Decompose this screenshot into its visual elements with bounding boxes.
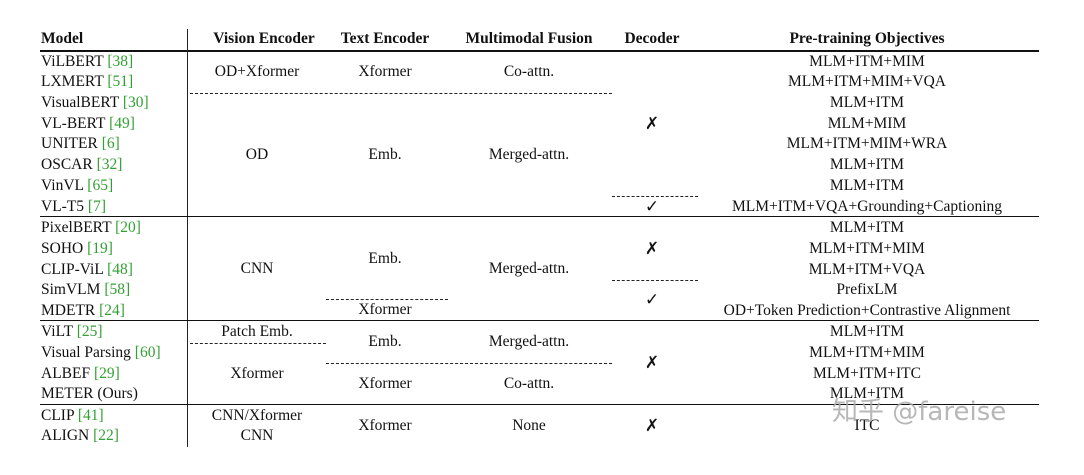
cross-mark-icon: ✗ xyxy=(644,416,660,436)
objective-cell: MLM+ITM xyxy=(829,219,905,236)
model-row: METER (Ours) xyxy=(41,385,138,402)
text-encoder-cell: Xformer xyxy=(358,301,412,318)
model-row: SimVLM [58] xyxy=(41,281,131,298)
objective-cell: PrefixLM xyxy=(836,281,898,298)
model-row: CLIP-ViL [48] xyxy=(41,261,133,278)
vision-encoder-cell: OD+Xformer xyxy=(214,63,300,80)
model-column-divider xyxy=(187,29,188,447)
objective-cell: MLM+ITM xyxy=(829,323,905,340)
cross-mark-icon: ✗ xyxy=(644,353,660,373)
cross-mark-icon: ✗ xyxy=(644,114,660,134)
header-model: Model xyxy=(41,30,84,47)
check-mark-icon: ✓ xyxy=(644,197,660,217)
header-text-encoder: Text Encoder xyxy=(340,30,430,47)
objective-cell: MLM+ITM xyxy=(829,177,905,194)
group-rule-3 xyxy=(40,404,1039,405)
objective-cell: MLM+ITM+MIM+WRA xyxy=(786,135,948,152)
model-row: ALIGN [22] xyxy=(41,427,119,444)
objective-cell: MLM+ITM+VQA xyxy=(808,261,926,278)
header-multimodal-fusion: Multimodal Fusion xyxy=(465,30,593,47)
model-row: SOHO [19] xyxy=(41,240,113,257)
dashed-separator xyxy=(612,280,698,281)
objective-cell: MLM+ITM+MIM+VQA xyxy=(788,73,946,90)
objective-cell: OD+Token Prediction+Contrastive Alignmen… xyxy=(723,302,1011,319)
model-row: ViLT [25] xyxy=(41,323,103,340)
objective-cell: MLM+ITM+MIM xyxy=(809,240,925,257)
dashed-separator xyxy=(326,363,612,364)
objective-cell: MLM+ITM xyxy=(829,385,905,402)
text-encoder-cell: Xformer xyxy=(358,63,412,80)
objective-cell: MLM+MIM xyxy=(827,115,907,132)
watermark: 知乎 @fareise xyxy=(832,397,1007,427)
vision-encoder-cell: CNN xyxy=(240,427,274,444)
group-rule-1 xyxy=(40,216,1039,217)
header-rule xyxy=(40,50,1039,52)
vision-encoder-cell: CNN/Xformer xyxy=(211,407,303,424)
model-row: LXMERT [51] xyxy=(41,73,134,90)
model-row: VisualBERT [30] xyxy=(41,94,149,111)
objective-cell: MLM+ITM+VQA+Grounding+Captioning xyxy=(731,198,1003,215)
model-row: ViLBERT [38] xyxy=(41,53,134,70)
dashed-separator xyxy=(612,196,698,197)
fusion-cell: Merged-attn. xyxy=(488,260,570,277)
check-mark-icon: ✓ xyxy=(644,290,660,310)
text-encoder-cell: Emb. xyxy=(368,146,402,163)
model-row: MDETR [24] xyxy=(41,302,125,319)
cross-mark-icon: ✗ xyxy=(644,239,660,259)
model-row: OSCAR [32] xyxy=(41,156,123,173)
text-encoder-cell: Xformer xyxy=(358,375,412,392)
model-row: UNITER [6] xyxy=(41,135,120,152)
objective-cell: MLM+ITM+ITC xyxy=(813,365,921,382)
header-objectives: Pre-training Objectives xyxy=(789,30,945,47)
dashed-separator xyxy=(326,299,448,300)
objective-cell: MLM+ITM xyxy=(829,94,905,111)
model-row: VL-BERT [49] xyxy=(41,115,135,132)
text-encoder-cell: Emb. xyxy=(368,333,402,350)
header-vision-encoder: Vision Encoder xyxy=(213,30,315,47)
model-row: CLIP [41] xyxy=(41,407,104,424)
fusion-cell: Merged-attn. xyxy=(488,146,570,163)
text-encoder-cell: Xformer xyxy=(358,417,412,434)
vision-encoder-cell: OD xyxy=(245,146,269,163)
vision-encoder-cell: CNN xyxy=(240,260,274,277)
vision-encoder-cell: Patch Emb. xyxy=(221,323,293,340)
group-rule-2 xyxy=(40,320,1039,321)
text-encoder-cell: Emb. xyxy=(368,250,402,267)
objective-cell: MLM+ITM+MIM xyxy=(809,344,925,361)
dashed-separator xyxy=(190,93,612,94)
fusion-cell: Co-attn. xyxy=(503,63,555,80)
model-row: PixelBERT [20] xyxy=(41,219,141,236)
fusion-cell: Co-attn. xyxy=(503,375,555,392)
model-row: ALBEF [29] xyxy=(41,365,120,382)
vision-encoder-cell: Xformer xyxy=(230,365,284,382)
objective-cell: ITC xyxy=(854,417,880,434)
dashed-separator xyxy=(190,343,326,344)
objective-cell: MLM+ITM+MIM xyxy=(809,53,925,70)
header-decoder: Decoder xyxy=(624,30,680,47)
model-row: Visual Parsing [60] xyxy=(41,344,161,361)
fusion-cell: Merged-attn. xyxy=(488,333,570,350)
fusion-cell: None xyxy=(512,417,546,434)
model-row: VinVL [65] xyxy=(41,177,114,194)
objective-cell: MLM+ITM xyxy=(829,156,905,173)
model-row: VL-T5 [7] xyxy=(41,198,106,215)
